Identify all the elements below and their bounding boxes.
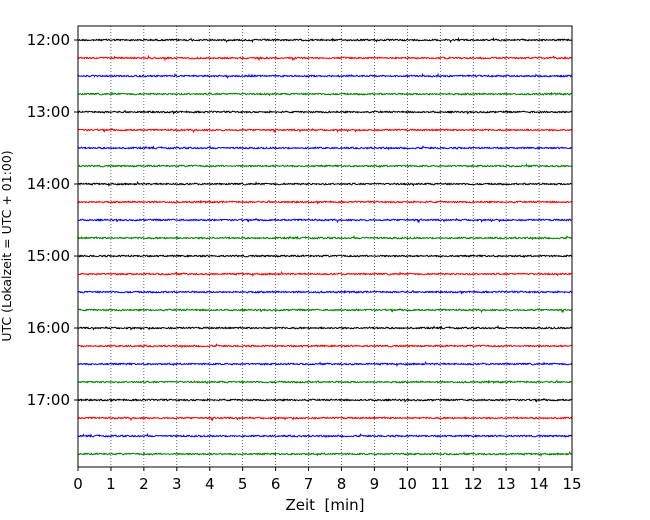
trace-1300 (77, 109, 573, 115)
trace-1445 (77, 234, 573, 241)
x-tick-label-6: 6 (271, 475, 281, 493)
trace-1600 (77, 324, 573, 331)
seismic-traces (77, 36, 573, 458)
trace-1630 (77, 360, 573, 368)
x-tick-label-10: 10 (398, 475, 417, 493)
trace-1215 (77, 54, 573, 62)
x-tick-label-1: 1 (106, 475, 116, 493)
trace-1645 (77, 379, 573, 385)
x-tick-label-15: 15 (562, 475, 581, 493)
trace-1545 (77, 307, 573, 314)
x-tick-label-5: 5 (238, 475, 248, 493)
y-tick-label-3: 15:00 (27, 247, 70, 265)
trace-1745 (77, 450, 573, 458)
x-axis-label: Zeit [min] (285, 496, 364, 514)
x-tick-label-9: 9 (370, 475, 380, 493)
plot-frame (77, 25, 573, 468)
y-tick-label-1: 13:00 (27, 103, 70, 121)
trace-1730 (77, 432, 573, 439)
x-tick-label-11: 11 (431, 475, 450, 493)
x-tick-label-4: 4 (205, 475, 215, 493)
trace-1330 (77, 144, 573, 151)
x-tick-label-14: 14 (530, 475, 549, 493)
trace-1615 (77, 343, 573, 349)
trace-1230 (77, 72, 573, 79)
y-axis-label: UTC (Lokalzeit = UTC + 01:00) (0, 150, 14, 341)
x-tick-label-0: 0 (73, 475, 83, 493)
y-axis-ticks: 12:00 13:00 14:00 15:00 16:00 17:00 (27, 31, 78, 409)
x-tick-label-2: 2 (139, 475, 149, 493)
x-tick-label-12: 12 (464, 475, 483, 493)
y-tick-label-5: 17:00 (27, 391, 70, 409)
x-axis-ticks: 0 1 2 3 4 5 6 7 8 9 10 11 12 13 14 15 (73, 467, 582, 493)
trace-1515 (77, 270, 573, 278)
trace-1400 (77, 180, 573, 188)
trace-1715 (77, 415, 573, 422)
trace-1430 (77, 217, 573, 224)
x-tick-label-13: 13 (497, 475, 516, 493)
trace-1415 (77, 199, 573, 205)
trace-1345 (77, 163, 573, 169)
x-tick-label-3: 3 (172, 475, 182, 493)
y-tick-label-4: 16:00 (27, 319, 70, 337)
x-tick-label-8: 8 (337, 475, 347, 493)
trace-1700 (77, 397, 573, 403)
trace-1245 (77, 91, 573, 97)
trace-1500 (77, 254, 573, 259)
trace-1315 (77, 127, 573, 134)
x-tick-label-7: 7 (304, 475, 314, 493)
trace-1200 (77, 36, 573, 44)
y-tick-label-2: 14:00 (27, 175, 70, 193)
y-tick-label-0: 12:00 (27, 31, 70, 49)
trace-1530 (77, 289, 573, 295)
